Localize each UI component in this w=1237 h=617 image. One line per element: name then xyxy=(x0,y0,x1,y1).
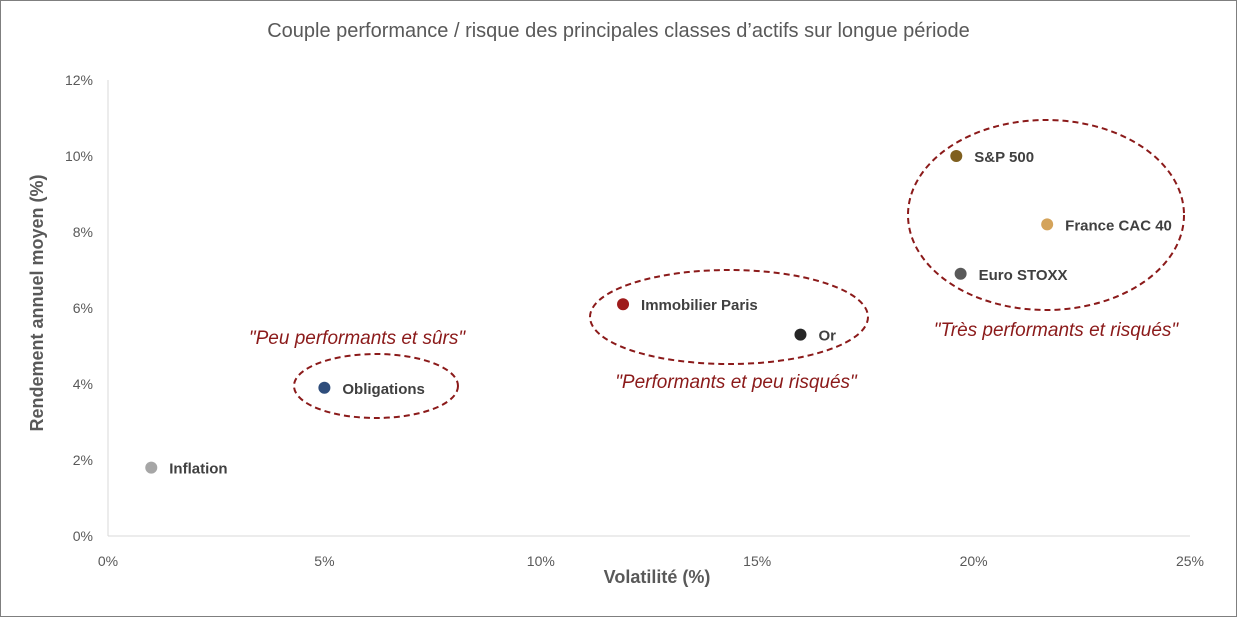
x-axis-title: Volatilité (%) xyxy=(604,567,711,587)
y-axis-title: Rendement annuel moyen (%) xyxy=(27,174,47,431)
scatter-point xyxy=(1041,218,1054,231)
point-label: Inflation xyxy=(169,461,227,478)
x-tick-label: 5% xyxy=(314,553,334,569)
chart-title: Couple performance / risque des principa… xyxy=(267,20,970,42)
scatter-point xyxy=(950,150,963,162)
x-tick-label: 20% xyxy=(960,553,988,569)
point-label: Or xyxy=(818,328,836,345)
point-label: Euro STOXX xyxy=(979,267,1068,284)
y-tick-label: 4% xyxy=(73,376,93,392)
y-tick-label: 8% xyxy=(73,224,93,240)
group-annotation: "Performants et peu risqués" xyxy=(615,372,858,393)
y-tick-label: 10% xyxy=(65,148,93,164)
x-tick-label: 25% xyxy=(1176,553,1204,569)
point-label: S&P 500 xyxy=(974,149,1034,166)
x-tick-label: 15% xyxy=(743,553,771,569)
y-tick-label: 6% xyxy=(73,300,93,316)
scatter-point xyxy=(318,381,331,394)
group-annotation: "Peu performants et sûrs" xyxy=(249,328,467,349)
group-ellipse xyxy=(589,269,869,365)
group-annotation: "Très performants et risqués" xyxy=(934,320,1180,341)
y-tick-label: 2% xyxy=(73,452,93,468)
y-tick-label: 0% xyxy=(73,528,93,544)
point-label: France CAC 40 xyxy=(1065,217,1172,234)
group-ellipse xyxy=(293,353,459,419)
group-ellipse xyxy=(907,119,1185,311)
point-label: Immobilier Paris xyxy=(641,297,758,314)
point-label: Obligations xyxy=(342,381,425,398)
x-tick-label: 0% xyxy=(98,553,118,569)
y-tick-label: 12% xyxy=(65,72,93,88)
x-tick-label: 10% xyxy=(527,553,555,569)
scatter-point xyxy=(954,267,967,280)
scatter-point xyxy=(617,298,630,311)
scatter-point xyxy=(145,461,158,474)
scatter-point xyxy=(794,328,807,341)
